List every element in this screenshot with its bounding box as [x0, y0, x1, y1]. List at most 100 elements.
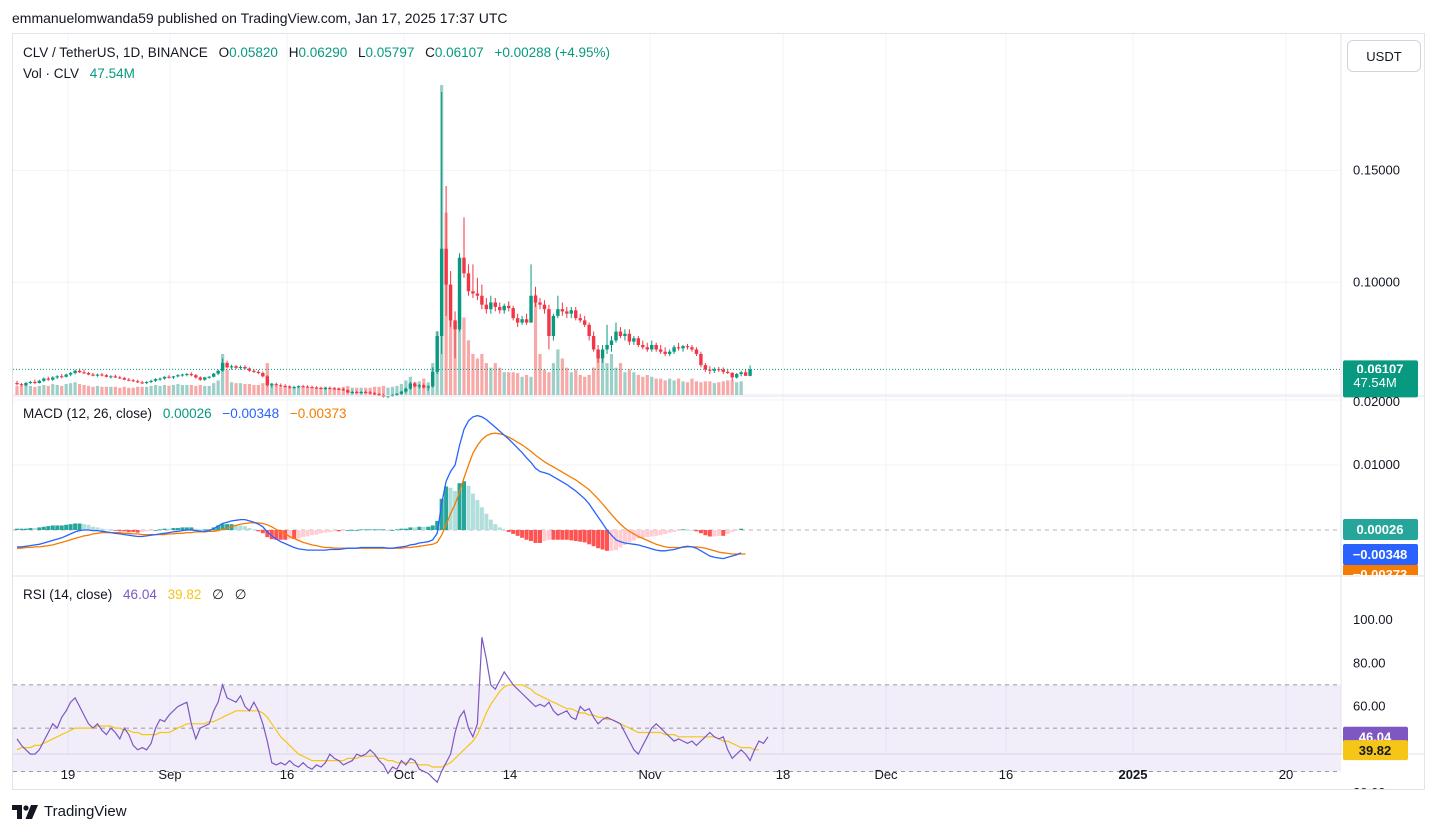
candle[interactable] — [484, 297, 489, 314]
candle[interactable] — [104, 374, 109, 378]
candle[interactable] — [408, 381, 413, 390]
candle[interactable] — [466, 264, 471, 296]
candle[interactable] — [216, 369, 220, 376]
candle[interactable] — [68, 371, 73, 377]
candle[interactable] — [140, 380, 144, 385]
candle[interactable] — [368, 391, 372, 395]
candle[interactable] — [176, 374, 180, 378]
candle[interactable] — [578, 313, 582, 323]
candle[interactable] — [448, 271, 453, 328]
candle[interactable] — [247, 367, 252, 372]
candle[interactable] — [279, 383, 283, 388]
candle[interactable] — [596, 344, 600, 363]
candle[interactable] — [270, 383, 274, 388]
candle[interactable] — [587, 322, 591, 341]
candle[interactable] — [591, 331, 596, 352]
candle[interactable] — [118, 375, 122, 380]
candle[interactable] — [332, 387, 337, 390]
candle[interactable] — [292, 385, 296, 389]
candle[interactable] — [542, 300, 547, 314]
candle[interactable] — [658, 344, 663, 354]
candle[interactable] — [748, 365, 752, 377]
candle[interactable] — [493, 297, 497, 312]
candle[interactable] — [185, 372, 189, 377]
candle[interactable] — [498, 302, 502, 314]
candle[interactable] — [422, 383, 426, 389]
candle[interactable] — [109, 375, 113, 379]
candle[interactable] — [431, 367, 435, 388]
candle[interactable] — [328, 386, 332, 390]
candle[interactable] — [404, 387, 408, 394]
candle[interactable] — [439, 92, 444, 354]
candle[interactable] — [645, 342, 649, 352]
candle[interactable] — [314, 386, 319, 389]
candle[interactable] — [734, 372, 739, 379]
candle[interactable] — [122, 376, 126, 381]
candle[interactable] — [95, 373, 100, 377]
candle[interactable] — [149, 379, 153, 384]
currency-button[interactable]: USDT — [1347, 40, 1421, 72]
candle[interactable] — [220, 358, 225, 372]
candle[interactable] — [632, 336, 636, 345]
candle[interactable] — [73, 369, 77, 375]
candle[interactable] — [654, 342, 658, 352]
candle[interactable] — [556, 295, 560, 319]
candle[interactable] — [475, 277, 480, 301]
candle[interactable] — [144, 381, 149, 385]
candle[interactable] — [605, 324, 609, 354]
candle[interactable] — [261, 371, 265, 378]
candle[interactable] — [502, 303, 506, 314]
candle[interactable] — [417, 384, 421, 389]
candle[interactable] — [703, 362, 708, 372]
candle[interactable] — [51, 376, 55, 381]
candle[interactable] — [113, 374, 118, 379]
candle[interactable] — [265, 375, 270, 387]
candle[interactable] — [24, 381, 28, 387]
candle[interactable] — [641, 340, 645, 350]
candle[interactable] — [37, 379, 42, 384]
candle[interactable] — [131, 379, 135, 382]
candle[interactable] — [609, 336, 614, 352]
volume-label[interactable]: Vol · CLV — [23, 66, 80, 81]
candle[interactable] — [189, 372, 194, 377]
candle[interactable] — [363, 390, 368, 394]
rsi-label[interactable]: RSI (14, close) — [23, 587, 113, 602]
candle[interactable] — [42, 377, 46, 382]
candle[interactable] — [623, 329, 627, 341]
candle[interactable] — [15, 380, 19, 386]
candle[interactable] — [28, 380, 33, 385]
candle[interactable] — [350, 390, 354, 394]
candle[interactable] — [413, 381, 417, 388]
candle[interactable] — [507, 301, 511, 312]
candle[interactable] — [310, 385, 314, 389]
candle[interactable] — [453, 311, 457, 359]
candle[interactable] — [574, 306, 578, 321]
candle[interactable] — [305, 385, 310, 388]
candle[interactable] — [198, 376, 202, 381]
candle[interactable] — [238, 365, 243, 370]
candle[interactable] — [162, 376, 167, 380]
candle[interactable] — [690, 344, 694, 352]
candle[interactable] — [399, 390, 404, 395]
candle[interactable] — [694, 347, 699, 357]
candle[interactable] — [287, 385, 292, 389]
candle[interactable] — [153, 378, 158, 382]
candle[interactable] — [618, 327, 623, 339]
candle[interactable] — [82, 369, 86, 375]
candle[interactable] — [582, 315, 587, 328]
candle[interactable] — [100, 372, 104, 377]
candle[interactable] — [91, 372, 95, 377]
macd-label[interactable]: MACD (12, 26, close) — [23, 406, 153, 421]
candle[interactable] — [127, 378, 131, 382]
candle[interactable] — [194, 374, 198, 379]
candle[interactable] — [323, 386, 328, 390]
candle[interactable] — [225, 360, 229, 369]
candle[interactable] — [60, 374, 64, 379]
symbol-label[interactable]: CLV / TetherUS, 1D, BINANCE — [23, 45, 208, 60]
candle[interactable] — [569, 306, 573, 319]
candle[interactable] — [341, 387, 346, 391]
candle[interactable] — [158, 377, 162, 381]
candle[interactable] — [560, 302, 565, 316]
candle[interactable] — [650, 340, 654, 352]
